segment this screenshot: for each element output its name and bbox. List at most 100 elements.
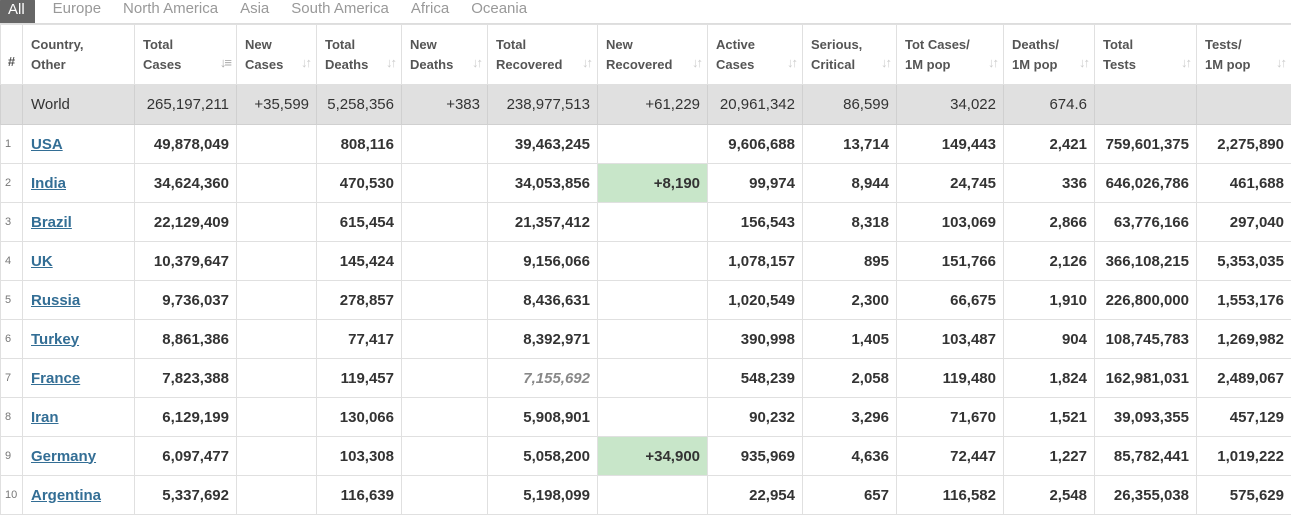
cell-active-cases: 156,543 bbox=[708, 203, 803, 242]
cell-new-recovered bbox=[598, 398, 708, 437]
sort-arrows-icon[interactable]: ↓↑ bbox=[881, 53, 890, 73]
cell-tests-per-1m: 1,269,982 bbox=[1197, 320, 1291, 359]
cell-tot-cases-per-1m: 151,766 bbox=[897, 242, 1004, 281]
header-country[interactable]: Country,Other bbox=[23, 25, 135, 85]
cell-serious-critical: 13,714 bbox=[803, 125, 897, 164]
cell-deaths-per-1m: 904 bbox=[1004, 320, 1095, 359]
sort-arrows-icon[interactable]: ↓↑ bbox=[1276, 53, 1285, 73]
cell-total-deaths: 5,258,356 bbox=[317, 85, 402, 125]
sort-arrows-icon[interactable]: ↓↑ bbox=[1181, 53, 1190, 73]
cell-tot-cases-per-1m: 72,447 bbox=[897, 437, 1004, 476]
header-label-line2: 1M pop bbox=[905, 55, 997, 75]
header-deaths-per-1m[interactable]: Deaths/1M pop↓↑ bbox=[1004, 25, 1095, 85]
country-link[interactable]: Brazil bbox=[31, 214, 72, 231]
cell-new-cases bbox=[237, 164, 317, 203]
cell-country: India bbox=[23, 164, 135, 203]
country-link[interactable]: Argentina bbox=[31, 487, 101, 504]
country-link[interactable]: Russia bbox=[31, 292, 80, 309]
cell-rank bbox=[1, 85, 23, 125]
sort-arrows-icon[interactable]: ↓↑ bbox=[386, 53, 395, 73]
cell-active-cases: 1,020,549 bbox=[708, 281, 803, 320]
tab-europe[interactable]: Europe bbox=[53, 0, 101, 23]
cell-total-deaths: 145,424 bbox=[317, 242, 402, 281]
cell-rank: 7 bbox=[1, 359, 23, 398]
cell-deaths-per-1m: 674.6 bbox=[1004, 85, 1095, 125]
cell-new-deaths bbox=[402, 359, 488, 398]
header-tot-cases-per-1m[interactable]: Tot Cases/1M pop↓↑ bbox=[897, 25, 1004, 85]
header-label-line1: Total bbox=[143, 35, 230, 55]
cell-new-cases bbox=[237, 359, 317, 398]
sort-arrows-icon[interactable]: ↓↑ bbox=[582, 53, 591, 73]
sort-arrows-icon[interactable]: ↓↑ bbox=[472, 53, 481, 73]
cell-total-cases: 22,129,409 bbox=[135, 203, 237, 242]
header-label-line2: Recovered bbox=[606, 55, 701, 75]
cell-serious-critical: 8,318 bbox=[803, 203, 897, 242]
cell-new-recovered bbox=[598, 281, 708, 320]
cell-deaths-per-1m: 2,421 bbox=[1004, 125, 1095, 164]
cell-active-cases: 9,606,688 bbox=[708, 125, 803, 164]
header-rank: # bbox=[1, 25, 23, 85]
tab-asia[interactable]: Asia bbox=[240, 0, 269, 23]
sort-arrows-icon[interactable]: ↓↑ bbox=[787, 53, 796, 73]
cell-country: Iran bbox=[23, 398, 135, 437]
header-label-line1: Total bbox=[325, 35, 395, 55]
sort-arrows-icon[interactable]: ↓↑ bbox=[1079, 53, 1088, 73]
cell-tests-per-1m: 1,553,176 bbox=[1197, 281, 1291, 320]
tab-south-america[interactable]: South America bbox=[291, 0, 389, 23]
tab-africa[interactable]: Africa bbox=[411, 0, 449, 23]
cell-rank: 6 bbox=[1, 320, 23, 359]
cell-total-recovered: 39,463,245 bbox=[488, 125, 598, 164]
cell-tot-cases-per-1m: 103,069 bbox=[897, 203, 1004, 242]
cell-new-deaths bbox=[402, 125, 488, 164]
country-link[interactable]: Germany bbox=[31, 448, 96, 465]
cell-new-deaths bbox=[402, 164, 488, 203]
cell-total-deaths: 119,457 bbox=[317, 359, 402, 398]
cell-deaths-per-1m: 2,866 bbox=[1004, 203, 1095, 242]
cell-total-cases: 265,197,211 bbox=[135, 85, 237, 125]
cell-serious-critical: 86,599 bbox=[803, 85, 897, 125]
cell-total-recovered: 5,908,901 bbox=[488, 398, 598, 437]
header-label-line1: Deaths/ bbox=[1012, 35, 1088, 55]
sort-arrows-icon[interactable]: ↓↑ bbox=[301, 53, 310, 73]
header-label-line2: Deaths bbox=[325, 55, 395, 75]
cell-tests-per-1m: 2,275,890 bbox=[1197, 125, 1291, 164]
country-link[interactable]: UK bbox=[31, 253, 53, 270]
cell-total-cases: 9,736,037 bbox=[135, 281, 237, 320]
sort-arrows-icon[interactable]: ↓↑ bbox=[988, 53, 997, 73]
tab-all[interactable]: All bbox=[0, 0, 35, 23]
cell-total-deaths: 103,308 bbox=[317, 437, 402, 476]
cell-total-cases: 6,129,199 bbox=[135, 398, 237, 437]
cell-tot-cases-per-1m: 103,487 bbox=[897, 320, 1004, 359]
country-link[interactable]: India bbox=[31, 175, 66, 192]
header-tests-per-1m[interactable]: Tests/1M pop↓↑ bbox=[1197, 25, 1291, 85]
cell-total-cases: 6,097,477 bbox=[135, 437, 237, 476]
cell-total-deaths: 808,116 bbox=[317, 125, 402, 164]
cell-deaths-per-1m: 1,227 bbox=[1004, 437, 1095, 476]
country-link[interactable]: France bbox=[31, 370, 80, 387]
country-link[interactable]: Turkey bbox=[31, 331, 79, 348]
cell-active-cases: 90,232 bbox=[708, 398, 803, 437]
cell-total-tests: 646,026,786 bbox=[1095, 164, 1197, 203]
sort-arrows-icon[interactable]: ↓≡ bbox=[220, 53, 230, 73]
country-link[interactable]: USA bbox=[31, 136, 63, 153]
header-serious-critical[interactable]: Serious,Critical↓↑ bbox=[803, 25, 897, 85]
cell-total-tests: 63,776,166 bbox=[1095, 203, 1197, 242]
cell-rank: 2 bbox=[1, 164, 23, 203]
header-label-line2: 1M pop bbox=[1012, 55, 1088, 75]
tab-north-america[interactable]: North America bbox=[123, 0, 218, 23]
sort-arrows-icon[interactable]: ↓↑ bbox=[692, 53, 701, 73]
tab-oceania[interactable]: Oceania bbox=[471, 0, 527, 23]
country-link[interactable]: Iran bbox=[31, 409, 59, 426]
cell-new-deaths bbox=[402, 203, 488, 242]
